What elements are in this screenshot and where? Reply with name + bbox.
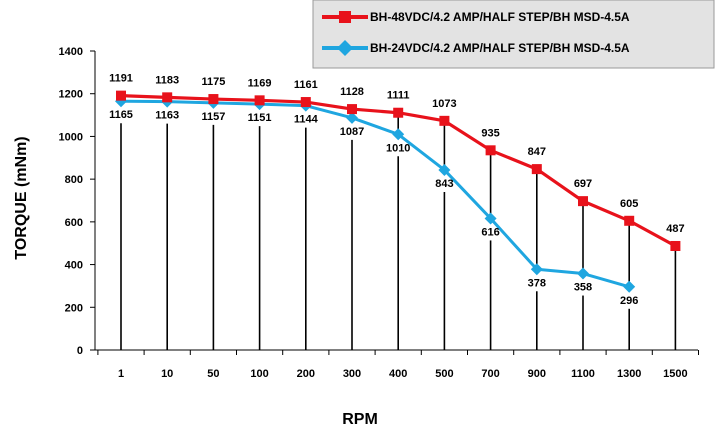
data-label: 1183 [155,74,179,86]
data-label: 1163 [155,110,179,122]
y-tick-labels: 0 200 400 600 800 1000 1200 1400 [59,46,95,357]
point-marker [670,240,681,251]
point-marker [162,92,173,103]
x-tick-label: 100 [250,368,268,380]
point-marker [623,280,636,293]
data-label: 847 [528,146,546,158]
y-tick-label: 800 [65,174,83,186]
point-marker [393,107,404,118]
point-marker [624,215,635,226]
x-tick-label: 1100 [571,368,595,380]
series-lines [115,90,681,293]
point-marker [484,212,497,225]
data-label: 1010 [386,142,410,154]
point-marker [438,163,451,176]
data-label: 378 [528,277,546,289]
point-marker [346,111,358,124]
point-marker [577,267,589,280]
legend-box [312,0,715,69]
x-tick-label: 400 [389,368,407,380]
axes [94,51,698,351]
data-label: 1169 [248,77,272,89]
data-label: 1165 [109,109,133,121]
point-marker [254,95,265,106]
y-axis-title: TORQUE (mNm) [13,136,30,259]
y-tick-label: 1000 [59,131,83,143]
data-label: 616 [481,226,499,238]
data-label: 1087 [340,126,364,138]
data-label: 358 [574,282,592,294]
point-marker [347,104,357,115]
point-marker [208,94,219,105]
data-labels: 1191 1183 1175 1169 1161 1128 1111 1073 935 847 69… [109,73,685,307]
legend: BH-48VDC/4.2 AMP/HALF STEP/BH MSD-4.5A BH… [312,0,715,69]
y-tick-label: 200 [65,302,83,314]
data-label: 1144 [294,114,319,126]
data-label: 697 [574,178,592,190]
data-label: 1161 [294,79,318,91]
x-tick-label: 500 [435,368,453,380]
x-tick-label: 300 [343,368,361,380]
x-tick-label: 700 [481,368,499,380]
point-marker [439,115,450,126]
y-tick-label: 0 [77,345,83,357]
data-label: 843 [435,178,453,190]
point-marker [530,263,543,276]
point-marker [531,164,542,175]
legend-label: BH-48VDC/4.2 AMP/HALF STEP/BH MSD-4.5A [370,10,630,24]
legend-marker [337,40,353,56]
x-tick-label: 50 [207,368,219,380]
data-label: 935 [481,127,499,139]
point-marker [392,128,405,141]
data-label: 1191 [109,73,133,85]
data-label: 487 [666,223,684,235]
drop-lines [120,95,677,350]
data-label: 1175 [201,76,225,88]
series-line-24vdc [120,99,630,289]
y-tick-label: 400 [65,260,83,272]
data-label: 1157 [201,111,225,123]
point-marker [116,90,126,101]
x-tick-label: 1500 [663,368,687,380]
x-tick-label: 900 [528,368,546,380]
y-tick-label: 600 [65,217,83,229]
y-tick-label: 1200 [59,89,83,101]
y-tick-label: 1400 [59,46,83,58]
data-label: 605 [620,198,638,210]
x-axis-title: RPM [342,411,378,428]
x-tick-label: 200 [297,368,315,380]
x-tick-label: 10 [161,368,173,380]
x-tick-label: 1300 [617,368,641,380]
x-tick-labels: 1 10 50 100 200 300 400 500 700 900 1100 1300 1500 [97,350,699,380]
x-tick-label: 1 [118,368,124,380]
legend-label: BH-24VDC/4.2 AMP/HALF STEP/BH MSD-4.5A [370,41,630,55]
data-label: 1151 [248,112,272,124]
point-marker [485,145,496,156]
data-label: 296 [620,295,638,307]
legend-marker [339,11,351,23]
point-marker [578,196,588,207]
data-label: 1128 [340,86,364,98]
data-label: 1073 [432,98,456,110]
point-marker [300,97,311,108]
data-label: 1111 [387,90,410,102]
